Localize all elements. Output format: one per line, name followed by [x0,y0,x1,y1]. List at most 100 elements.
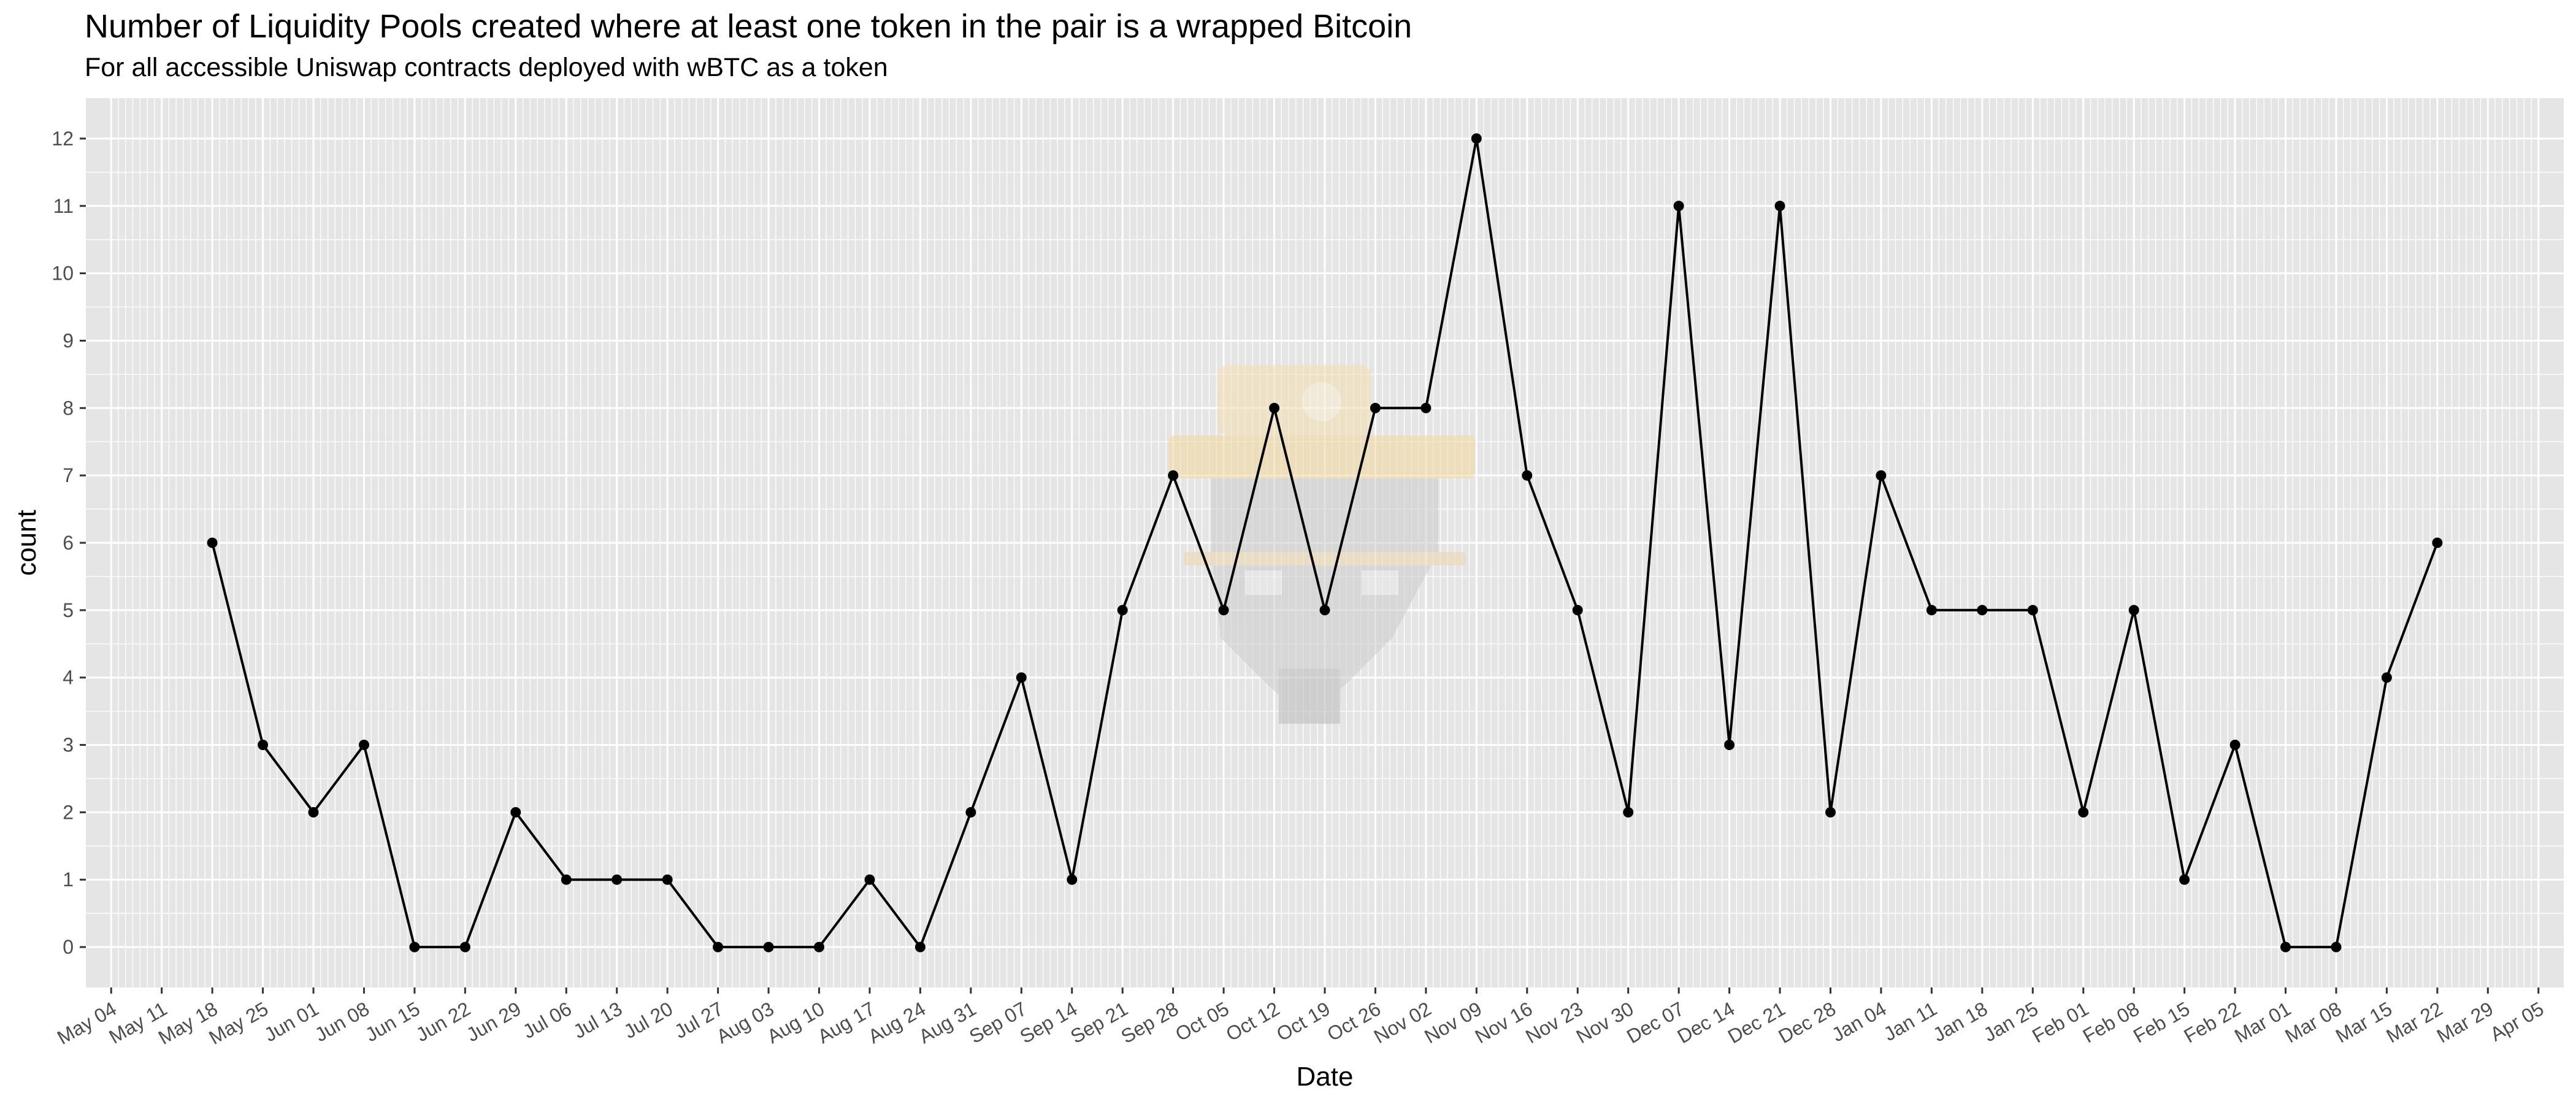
data-point [1724,740,1735,750]
x-tick-label: Jan 11 [1880,997,1941,1045]
data-point [1774,201,1785,212]
y-axis-title: count [12,510,42,576]
x-tick-label: Mar 01 [2231,997,2294,1047]
data-point [914,941,926,953]
data-point [2027,605,2038,616]
data-point [814,941,824,953]
x-tick-label: Aug 03 [713,997,778,1048]
data-point [1623,807,1634,818]
y-tick-label: 0 [63,936,74,958]
x-tick-label: Jun 08 [311,997,373,1046]
data-point [965,807,976,818]
chart-title: Number of Liquidity Pools created where … [85,8,1413,45]
x-tick-label: Apr 05 [2486,997,2548,1045]
x-tick-label: Dec 21 [1724,997,1789,1048]
data-point [510,807,521,818]
y-tick-label: 7 [63,464,74,486]
x-tick-label: Jan 25 [1980,997,2042,1046]
y-tick-label: 6 [63,532,74,554]
data-point [1876,470,1887,481]
data-point [1168,470,1179,481]
data-point [1218,605,1229,616]
x-tick-label: Dec 07 [1623,997,1688,1048]
x-tick-label: Feb 01 [2028,997,2092,1047]
x-tick-label: Oct 19 [1273,997,1334,1045]
x-axis-title: Date [1297,1062,1354,1092]
x-tick-label: Nov 02 [1370,997,1435,1048]
x-tick-label: Nov 16 [1471,997,1536,1048]
y-tick-label: 11 [53,195,74,217]
x-tick-label: Jan 04 [1828,997,1890,1046]
x-tick-label: Mar 22 [2382,997,2446,1047]
data-point [864,874,875,885]
y-tick-label: 1 [63,868,74,891]
data-point [1572,605,1583,616]
data-point [2179,874,2190,885]
data-points [207,133,2443,953]
y-tick-label: 12 [52,128,74,150]
data-point [561,874,572,885]
x-tick-label: May 25 [205,997,272,1049]
x-tick-label: Mar 29 [2433,997,2497,1047]
data-point [1319,605,1330,616]
x-tick-label: Sep 28 [1117,997,1183,1048]
data-point [1471,133,1482,144]
data-point [1825,807,1836,818]
data-point [2280,941,2291,953]
x-tick-label: Feb 15 [2129,997,2193,1047]
y-tick-label: 5 [63,599,74,621]
data-point [1673,201,1684,212]
data-point [308,807,319,818]
data-point [611,874,623,885]
data-point [2229,740,2241,750]
major-gridlines [86,98,2564,987]
data-point [763,941,774,953]
x-tick-label: May 04 [53,997,120,1049]
data-point [662,874,673,885]
wbtc-mascot-watermark [1168,365,1475,724]
x-tick-label: Aug 31 [915,997,980,1048]
x-tick-label: Nov 09 [1420,997,1485,1048]
x-tick-label: Jun 15 [361,997,423,1046]
y-tick-label: 2 [63,801,74,823]
data-point [1067,874,1078,885]
data-point [1977,605,1988,616]
data-point [2128,605,2139,616]
x-tick-label: Dec 28 [1774,997,1839,1048]
x-tick-label: Dec 14 [1673,997,1738,1048]
x-tick-label: Oct 05 [1171,997,1233,1045]
x-tick-label: Sep 21 [1067,997,1132,1048]
y-tick-label: 4 [63,667,74,689]
y-tick-label: 8 [63,397,74,419]
x-tick-label: Jul 13 [569,997,626,1043]
x-tick-label: Jul 06 [519,997,575,1043]
x-tick-label: Jun 22 [412,997,474,1046]
chart-subtitle: For all accessible Uniswap contracts dep… [85,53,888,82]
data-point [713,941,724,953]
x-tick-label: Jun 01 [261,997,323,1046]
y-tick-label: 10 [52,263,74,285]
x-tick-label: Feb 08 [2079,997,2143,1047]
data-point [409,941,420,953]
data-point [459,941,470,953]
x-tick-label: Mar 15 [2332,997,2396,1047]
x-tick-label: Aug 10 [763,997,828,1048]
data-point [207,537,218,548]
y-tick-label: 3 [63,734,74,756]
data-point [1016,672,1027,683]
data-point [1522,470,1533,481]
data-point [2432,537,2443,548]
data-point [1370,402,1381,413]
x-tick-label: Jan 18 [1929,997,1991,1046]
x-tick-label: Nov 30 [1573,997,1638,1048]
x-tick-label: Jul 20 [620,997,677,1043]
x-tick-label: Oct 12 [1222,997,1284,1045]
data-point [1926,605,1937,616]
y-tick-label: 9 [63,329,74,351]
x-tick-label: Aug 24 [864,997,929,1048]
x-tick-label: Sep 07 [965,997,1030,1048]
data-point [2331,941,2342,953]
